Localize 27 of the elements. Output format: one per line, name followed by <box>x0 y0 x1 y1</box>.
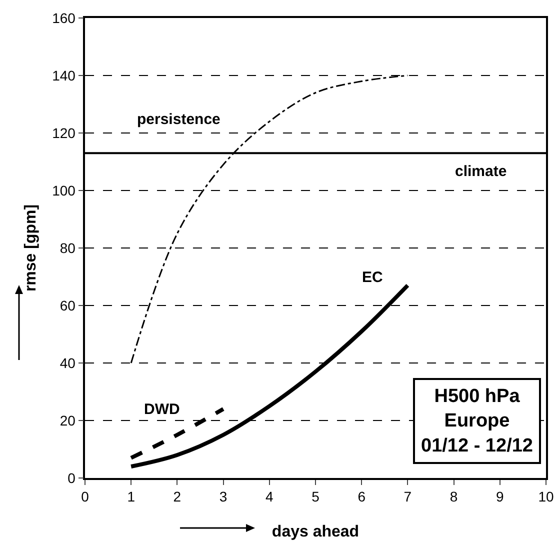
y-tick-label: 0 <box>68 470 76 486</box>
x-tick-label: 10 <box>538 488 554 505</box>
y-tick-label: 80 <box>60 240 76 256</box>
ref-line-label: climate <box>455 163 507 180</box>
x-tick-label: 0 <box>81 488 90 505</box>
x-tick-label: 4 <box>266 488 274 505</box>
x-tick-label: 6 <box>358 488 366 505</box>
x-tick-label: 8 <box>450 488 458 505</box>
series-label: DWD <box>144 401 180 418</box>
x-tick-label: 9 <box>496 488 504 505</box>
x-tick-label: 7 <box>404 488 412 505</box>
series-label: EC <box>362 269 384 286</box>
y-axis-title: rmse [gpm] <box>22 204 40 292</box>
y-tick-label: 120 <box>52 124 76 141</box>
y-tick-label: 60 <box>60 297 76 314</box>
x-tick-label: 1 <box>127 488 136 505</box>
x-tick-label: 2 <box>173 488 182 505</box>
y-tick-label: 40 <box>60 354 76 371</box>
y-tick-label: 20 <box>60 412 76 428</box>
annotation: H500 hPa Europe 01/12 - 12/12 <box>421 386 533 456</box>
y-tick-label: 160 <box>52 10 76 26</box>
x-tick-label: 3 <box>219 488 228 505</box>
series-label: persistence <box>137 111 220 128</box>
y-tick-label: 140 <box>52 67 76 84</box>
y-tick-label: 100 <box>52 182 76 198</box>
x-axis-title: days ahead <box>272 524 360 540</box>
x-tick-label: 5 <box>312 488 320 505</box>
